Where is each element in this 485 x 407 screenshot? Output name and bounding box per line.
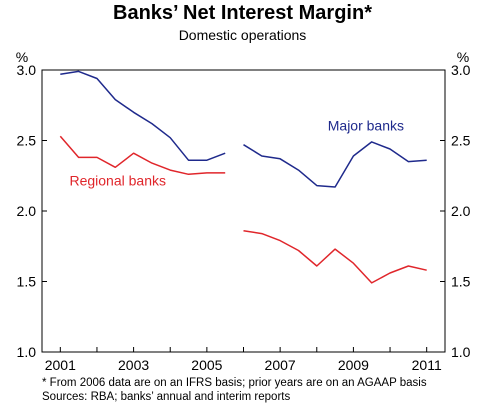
footnote-sources: Sources: RBA; banks’ annual and interim … — [42, 391, 291, 403]
x-tick-label: 2009 — [338, 357, 369, 373]
y-tick-label-left: 3.0 — [17, 62, 37, 78]
chart-title: Banks’ Net Interest Margin* — [113, 2, 372, 24]
x-tick-label: 2007 — [265, 357, 296, 373]
chart-subtitle: Domestic operations — [178, 27, 307, 43]
axis-ticks: 1.0 1.0 1.5 1.5 2.0 2.0 2.5 2.5 3.0 3.0 2001 2003 20… — [17, 62, 471, 373]
y-tick-label-right: 3.0 — [451, 62, 471, 78]
regional-banks-label: Regional banks — [69, 173, 166, 189]
y-tick-label-left: 2.5 — [17, 133, 37, 149]
regional-banks-line-segment — [243, 229, 427, 284]
y-tick-label-right: 1.5 — [451, 274, 471, 290]
x-tick-label: 2003 — [118, 357, 149, 373]
y-tick-label-left: 1.0 — [17, 344, 37, 360]
series-lines — [59, 70, 427, 284]
y-axis-unit-left: % — [16, 49, 28, 65]
footnote-data-basis: * From 2006 data are on an IFRS basis; p… — [42, 377, 427, 389]
y-axis-unit-right: % — [457, 49, 469, 65]
major-banks-line-segment — [243, 141, 427, 188]
y-tick-label-left: 1.5 — [17, 274, 37, 290]
series-annotations: Major banks Regional banks — [69, 118, 404, 189]
y-tick-label-right: 2.5 — [451, 133, 471, 149]
major-banks-line-segment — [60, 70, 226, 161]
y-tick-label-right: 1.0 — [451, 344, 471, 360]
y-tick-label-right: 2.0 — [451, 203, 471, 219]
plot-frame — [41, 69, 446, 353]
y-tick-label-left: 2.0 — [17, 203, 37, 219]
x-tick-label: 2005 — [191, 357, 222, 373]
x-tick-label: 2001 — [45, 357, 76, 373]
major-banks-label: Major banks — [328, 118, 404, 134]
regional-banks-line-segment — [59, 135, 226, 176]
x-tick-label: 2011 — [412, 357, 442, 373]
